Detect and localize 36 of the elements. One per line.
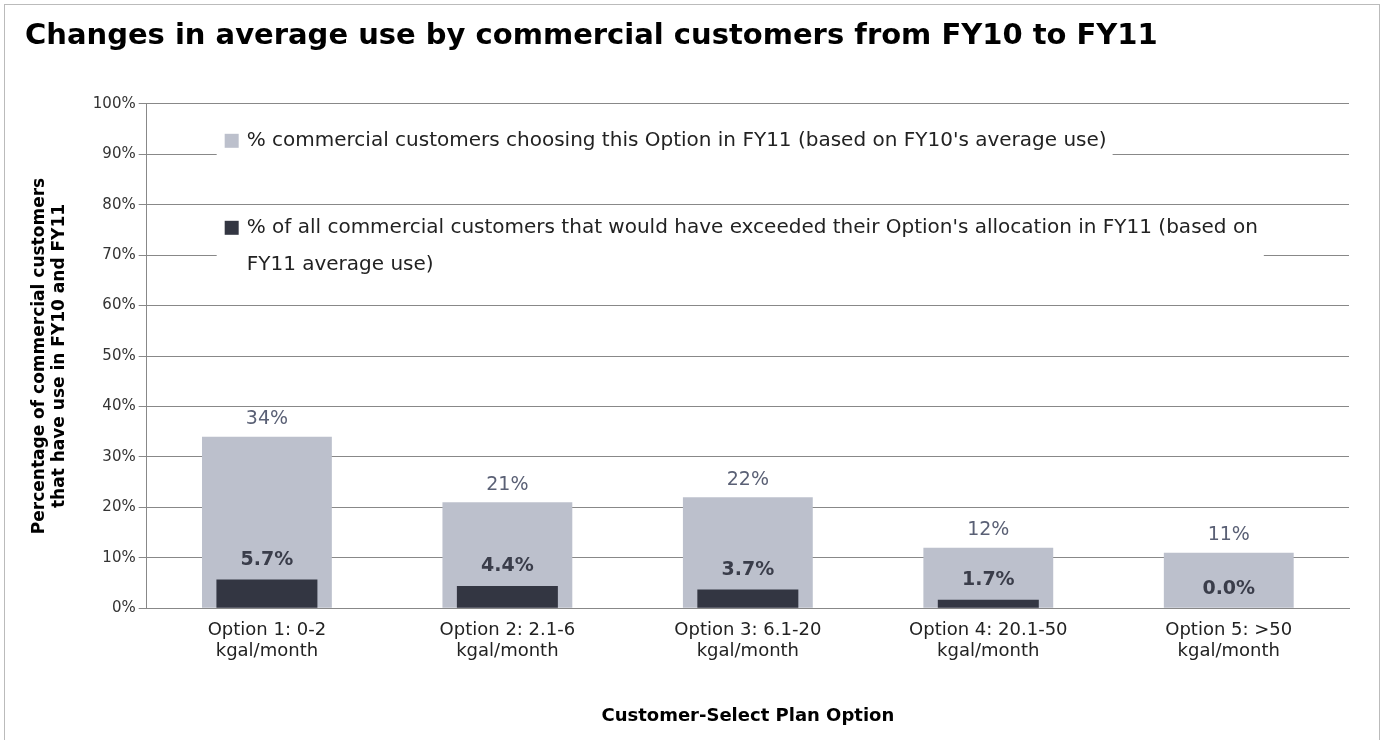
data-label: 22% [726,466,769,489]
y-tick-label: 40% [102,396,136,415]
x-tick-label: Option 2: 2.1-6 kgal/month [439,617,576,661]
x-tick-label: Option 1: 0-2 kgal/month [207,617,327,661]
data-label: 1.7% [961,567,1015,590]
data-label: 21% [486,471,529,494]
y-tick-label: 30% [102,446,136,465]
data-label: 3.7% [721,556,775,579]
data-label: 11% [1207,522,1250,545]
x-tick-label: Option 5: >50 kgal/month [1165,617,1293,661]
data-label: 5.7% [240,546,294,569]
bar [937,599,1039,608]
x-tick-label: Option 4: 20.1-50 kgal/month [909,617,1068,661]
bar [216,579,318,608]
data-label: 12% [967,517,1010,540]
y-tick-label: 60% [102,295,136,314]
data-label: 4.4% [481,553,534,576]
bar [456,586,558,608]
y-tick-label: 70% [102,245,136,264]
y-tick-label: 100% [92,93,136,112]
x-tick-label: Option 3: 6.1-20 kgal/month [674,617,822,661]
x-axis-title: Customer-Select Plan Option [601,703,895,725]
y-tick-label: 10% [102,547,136,566]
data-label: 0.0% [1202,575,1256,598]
legend-label: % of all commercial customers that would have exceeded their Option's allocation in FY11 (based on FY11 average use) [246,214,1258,275]
data-label: 34% [245,406,289,429]
bar [1163,552,1294,608]
y-tick-label: 50% [102,345,136,364]
bar [697,589,799,608]
chart-title: Changes in average use by commercial customers from FY10 to FY11 [25,16,1158,51]
y-tick-label: 20% [102,497,136,516]
y-axis-title: Percentage of commercial customers that have use in FY10 and FY11 [27,177,69,535]
y-tick-label: 80% [102,194,136,213]
y-tick-label: 90% [102,144,136,163]
y-tick-label: 0% [111,598,136,617]
legend-label: % commercial customers choosing this Option in FY11 (based on FY10's average use) [246,127,1107,151]
